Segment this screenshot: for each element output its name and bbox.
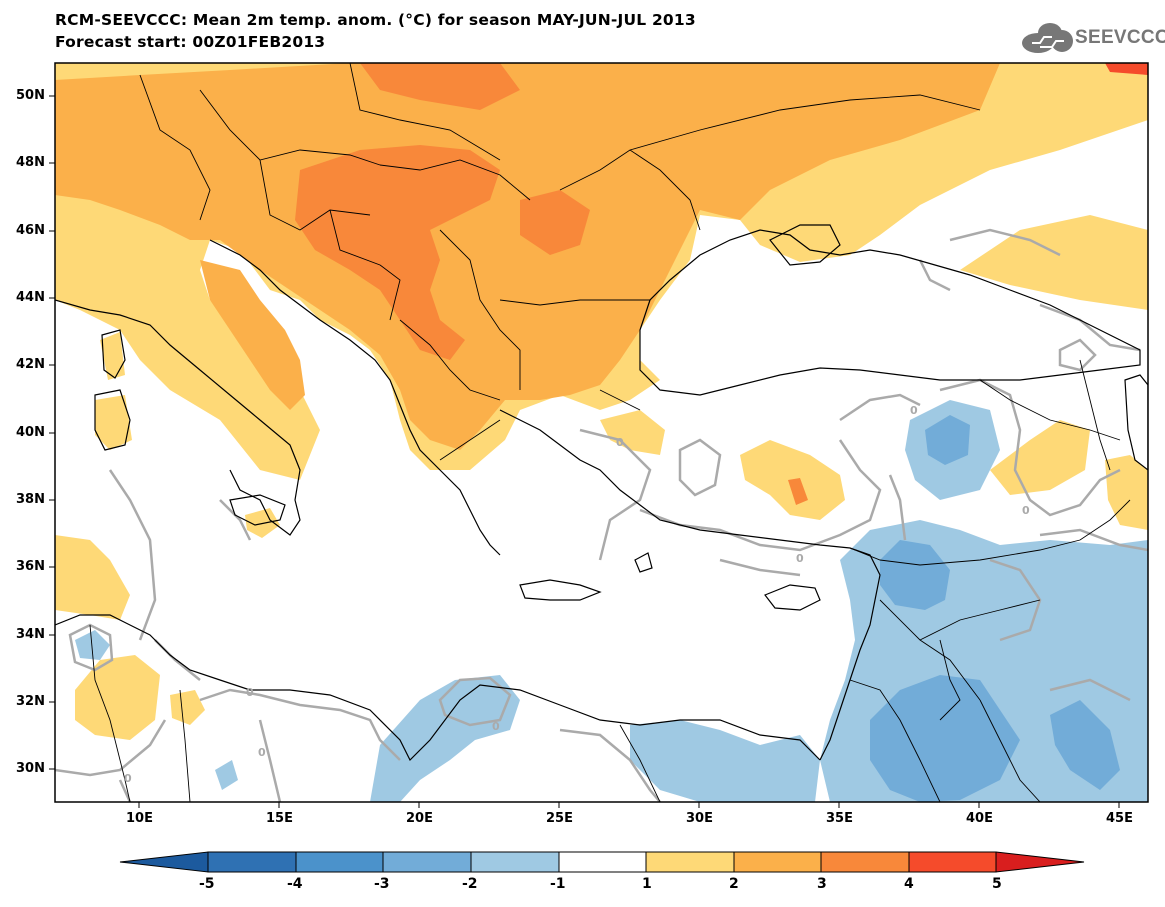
lat-label: 38N xyxy=(16,492,45,507)
colorbar-segment xyxy=(470,851,560,873)
colorbar-segment xyxy=(820,851,910,873)
colorbar-segment xyxy=(119,851,209,873)
lat-label: 30N xyxy=(16,761,45,776)
contour-label: 0 xyxy=(1022,504,1030,517)
lon-label: 45E xyxy=(1106,811,1133,826)
lat-label: 46N xyxy=(16,223,45,238)
colorbar-label: 4 xyxy=(904,876,914,892)
colorbar-label: -1 xyxy=(550,876,566,892)
contour-label: 0 xyxy=(910,404,918,417)
colorbar-label: 2 xyxy=(729,876,739,892)
lon-label: 30E xyxy=(686,811,713,826)
map-plot-area: 0 0 0 0 0 0 0 0 xyxy=(55,63,1148,802)
anomaly-region-neg1-2-algeria-spot xyxy=(215,760,238,790)
anomaly-region-1-2-sardinia xyxy=(95,395,132,450)
anomaly-region-neg1-2-egypt xyxy=(630,720,820,802)
colorbar-segment xyxy=(558,851,647,873)
colorbar-segment xyxy=(645,851,735,873)
colorbar-label: -3 xyxy=(374,876,390,892)
lat-label: 50N xyxy=(16,88,45,103)
zero-contours xyxy=(55,228,1148,802)
logo-wordmark: SEEVCCC xyxy=(1075,27,1165,48)
anomaly-region-3-4-turkey-spot xyxy=(788,478,808,505)
cloud-icon xyxy=(1022,23,1073,53)
contour-label: 0 xyxy=(796,552,804,565)
anomaly-region-1-2-libya xyxy=(170,690,205,725)
anomaly-region-1-2-tunisia xyxy=(75,655,160,740)
anomaly-region-3-4-balkans xyxy=(295,145,500,360)
lat-ticks xyxy=(49,95,55,770)
colorbar-label: 5 xyxy=(992,876,1002,892)
lon-label: 25E xyxy=(546,811,573,826)
colorbar-segment xyxy=(295,851,384,873)
colorbar-segment xyxy=(382,851,472,873)
colorbar xyxy=(119,851,1085,873)
anomaly-region-2-3-italy xyxy=(200,260,305,410)
lat-label: 44N xyxy=(16,290,45,305)
lon-label: 10E xyxy=(126,811,153,826)
anomaly-region-1-2-caucasus xyxy=(990,420,1090,495)
contour-label: 0 xyxy=(258,746,266,759)
colorbar-label: -2 xyxy=(462,876,478,892)
anomaly-region-neg1-2-tunisia-spot xyxy=(75,630,110,660)
lat-label: 42N xyxy=(16,357,45,372)
lon-label: 15E xyxy=(266,811,293,826)
contour-label: 0 xyxy=(124,772,132,785)
contour-label: 0 xyxy=(246,686,254,699)
lon-label: 20E xyxy=(406,811,433,826)
anomaly-region-3-4-ukraine xyxy=(360,63,520,110)
contour-label: 0 xyxy=(616,436,624,449)
anomaly-region-1-2-east xyxy=(960,215,1148,310)
anomaly-region-neg1-2-libya-coast xyxy=(370,675,520,802)
lon-ticks xyxy=(138,802,1120,808)
lat-label: 48N xyxy=(16,155,45,170)
anomaly-region-neg2-3-syria xyxy=(880,540,950,610)
contour-labels: 0 0 0 0 0 0 0 0 xyxy=(124,404,1030,785)
anomaly-region-1-2-algeria xyxy=(55,535,130,620)
coastlines xyxy=(55,224,1148,762)
anomaly-region-neg2-3-gulf xyxy=(1050,700,1120,790)
chart-title: RCM-SEEVCCC: Mean 2m temp. anom. (°C) fo… xyxy=(55,11,696,29)
colorbar-label: -5 xyxy=(199,876,215,892)
colorbar-label: 1 xyxy=(642,876,652,892)
lat-label: 40N xyxy=(16,425,45,440)
country-borders xyxy=(89,63,1131,802)
anomaly-region-1-2-aegean xyxy=(600,410,665,455)
forecast-start-label: Forecast start: 00Z01FEB2013 xyxy=(55,33,326,51)
anomaly-region-neg2-3-iraq xyxy=(870,675,1020,802)
colorbar-segment xyxy=(733,851,822,873)
lat-label: 34N xyxy=(16,627,45,642)
lon-label: 35E xyxy=(826,811,853,826)
colorbar-label: -4 xyxy=(287,876,303,892)
contour-label: 0 xyxy=(492,720,500,733)
anomaly-region-neg2-3-caucasus xyxy=(925,415,970,465)
lat-label: 36N xyxy=(16,559,45,574)
colorbar-segment xyxy=(908,851,997,873)
anomaly-region-1-2-iran xyxy=(1105,455,1148,530)
lon-label: 40E xyxy=(966,811,993,826)
anomaly-region-1-2-corsica xyxy=(100,332,125,380)
colorbar-segment xyxy=(995,851,1085,873)
anomaly-region-3-4-romania xyxy=(520,190,590,255)
lat-label: 32N xyxy=(16,694,45,709)
anomaly-region-4-5-north-east xyxy=(1105,63,1148,75)
colorbar-label: 3 xyxy=(817,876,827,892)
colorbar-segment xyxy=(207,851,297,873)
anomaly-region-2-3-central-europe xyxy=(55,63,1000,450)
